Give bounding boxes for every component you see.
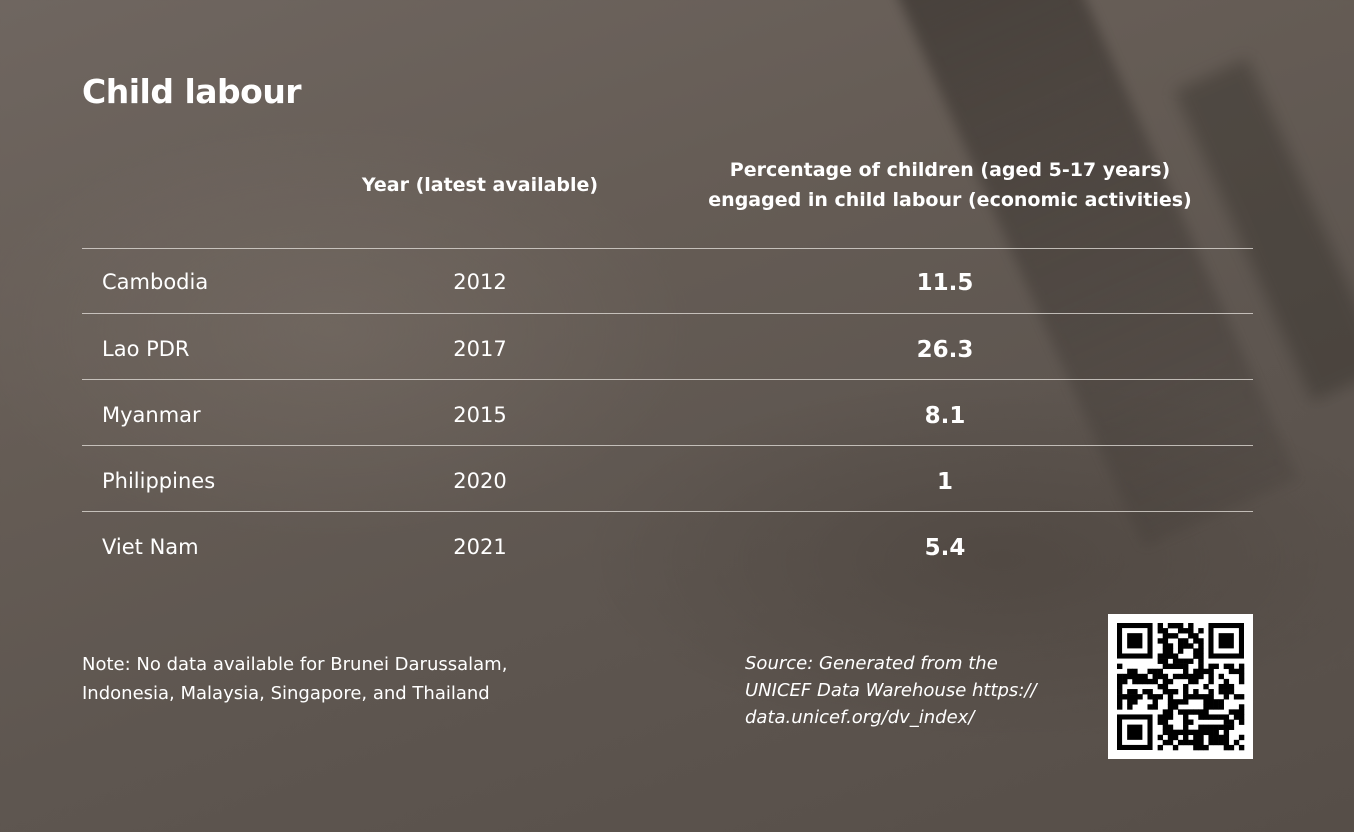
footnote-line2: Indonesia, Malaysia, Singapore, and Thai…: [82, 683, 490, 704]
table-cell-country: Philippines: [102, 469, 216, 493]
page-title: Child labour: [82, 72, 302, 111]
table-row-divider: [82, 313, 1253, 314]
table-cell-country: Myanmar: [102, 403, 201, 427]
column-header-year: Year (latest available): [361, 174, 599, 196]
source-line1: Source: Generated from the: [745, 653, 998, 674]
table-cell-value: 11.5: [916, 270, 974, 296]
background-texture-shadow: [1174, 58, 1354, 402]
table-cell-country: Viet Nam: [102, 535, 199, 559]
table-cell-value: 26.3: [916, 337, 974, 363]
footnote-line1: Note: No data available for Brunei Darus…: [82, 654, 508, 675]
table-cell-year: 2017: [453, 337, 507, 361]
qr-code-graphic: [1117, 623, 1245, 751]
table-row-divider: [82, 379, 1253, 380]
table-cell-year: 2015: [453, 403, 507, 427]
column-header-percentage-line2: engaged in child labour (economic activi…: [708, 189, 1192, 211]
table-cell-country: Cambodia: [102, 270, 209, 294]
table-cell-year: 2020: [453, 469, 507, 493]
column-header-percentage-line1: Percentage of children (aged 5-17 years): [729, 159, 1171, 181]
table-cell-year: 2021: [453, 535, 507, 559]
table-header-rule: [82, 248, 1253, 249]
table-cell-year: 2012: [453, 270, 507, 294]
table-cell-value: 1: [936, 469, 953, 495]
source-citation: Source: Generated from the UNICEF Data W…: [745, 650, 1085, 731]
table-cell-country: Lao PDR: [102, 337, 190, 361]
table-row-divider: [82, 511, 1253, 512]
column-header-percentage: Percentage of children (aged 5-17 years)…: [630, 155, 1270, 215]
table-row-divider: [82, 445, 1253, 446]
table-cell-value: 8.1: [924, 403, 966, 429]
source-line2: UNICEF Data Warehouse https://: [745, 680, 1037, 701]
table-cell-value: 5.4: [924, 535, 966, 561]
qr-code-icon[interactable]: [1108, 614, 1253, 759]
source-line3: data.unicef.org/dv_index/: [745, 707, 975, 728]
footnote: Note: No data available for Brunei Darus…: [82, 650, 642, 708]
